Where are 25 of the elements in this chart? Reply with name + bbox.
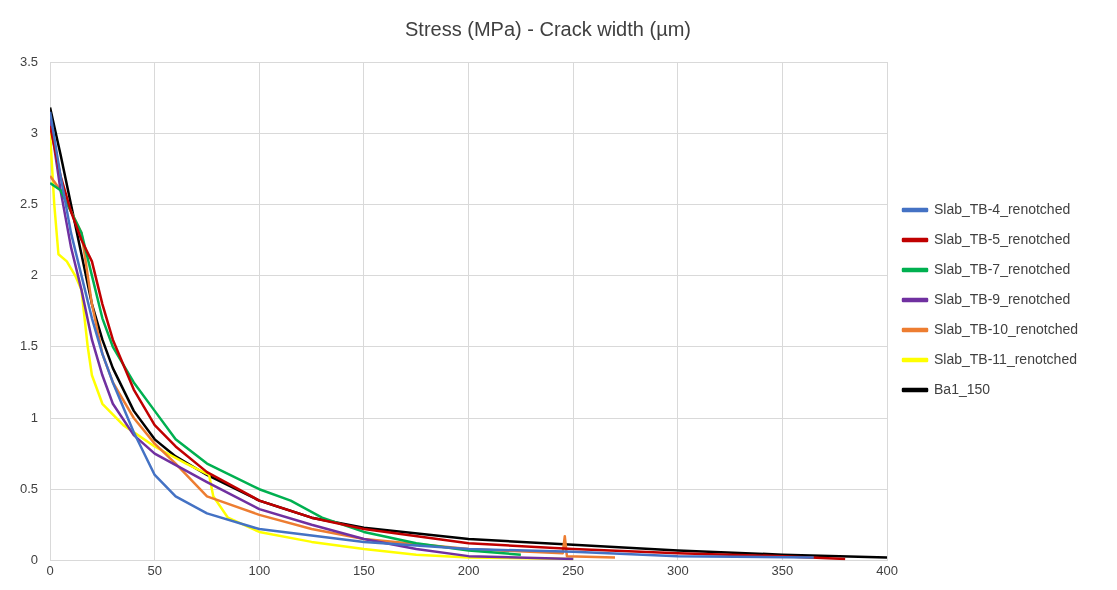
legend-label: Slab_TB-4_renotched (934, 200, 1071, 217)
y-tick-label: 3.5 (19, 53, 39, 69)
x-tick-label: 0 (46, 562, 54, 578)
legend-label: Slab_TB-5_renotched (934, 230, 1071, 247)
x-tick-label: 250 (562, 562, 585, 578)
legend-label: Slab_TB-10_renotched (934, 320, 1079, 337)
x-tick-label: 200 (457, 562, 480, 578)
legend-label: Slab_TB-9_renotched (934, 290, 1071, 307)
x-tick-label: 300 (666, 562, 689, 578)
y-tick-label: 0.5 (19, 480, 39, 496)
y-tick-label: 1 (30, 409, 39, 425)
x-tick-label: 100 (248, 562, 271, 578)
legend-label: Slab_TB-11_renotched (934, 350, 1077, 367)
y-tick-label: 1.5 (19, 338, 39, 354)
chart-title: Stress (MPa) - Crack width (µm) (405, 17, 691, 40)
y-tick-label: 2.5 (19, 195, 39, 211)
x-tick-label: 150 (353, 562, 375, 578)
x-tick-label: 350 (771, 562, 794, 578)
y-tick-label: 2 (30, 267, 39, 283)
x-tick-label: 50 (147, 562, 162, 578)
y-tick-label: 3 (30, 124, 39, 140)
x-tick-label: 400 (876, 562, 898, 578)
legend-label: Ba1_150 (934, 380, 991, 397)
y-tick-label: 0 (30, 551, 39, 567)
legend-label: Slab_TB-7_renotched (934, 260, 1071, 277)
